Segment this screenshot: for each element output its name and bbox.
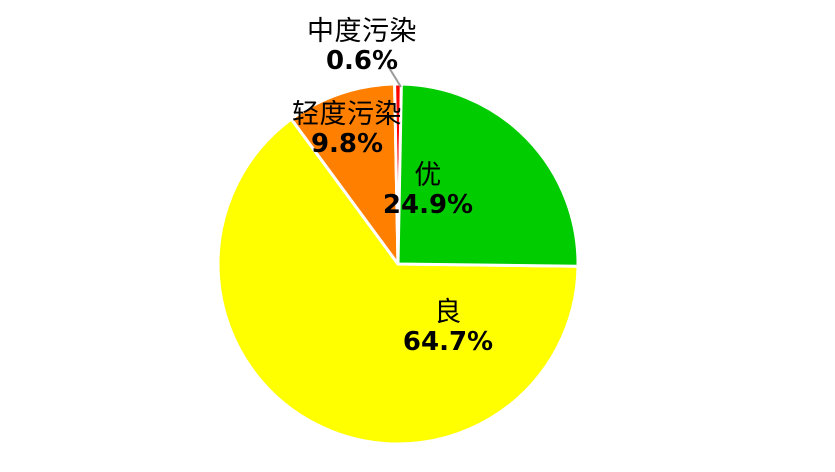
pie-label-liang: 良 64.7%: [383, 297, 513, 358]
pie-slice-qingdu[interactable]: [289, 82, 400, 266]
pie-label-qingdu-value: 9.8%: [310, 129, 384, 160]
pie-label-qingdu: 轻度污染 9.8%: [281, 99, 413, 160]
pie-label-you-name: 优: [414, 160, 442, 191]
pie-label-zhongdu: 中度污染 0.6%: [287, 16, 437, 77]
pie-label-zhongdu-name: 中度污染: [307, 16, 417, 47]
pie-label-you-value: 24.9%: [382, 190, 474, 221]
pie-slice-liang[interactable]: [216, 117, 580, 446]
leader-line-zhongdu: [387, 65, 402, 88]
pie-label-liang-value: 64.7%: [402, 327, 494, 358]
pie-label-liang-name: 良: [434, 297, 462, 328]
pie-label-qingdu-name: 轻度污染: [292, 99, 402, 130]
pie-label-you: 优 24.9%: [368, 160, 488, 221]
pie-label-zhongdu-value: 0.6%: [325, 46, 399, 77]
pie-slice-you[interactable]: [396, 82, 580, 268]
